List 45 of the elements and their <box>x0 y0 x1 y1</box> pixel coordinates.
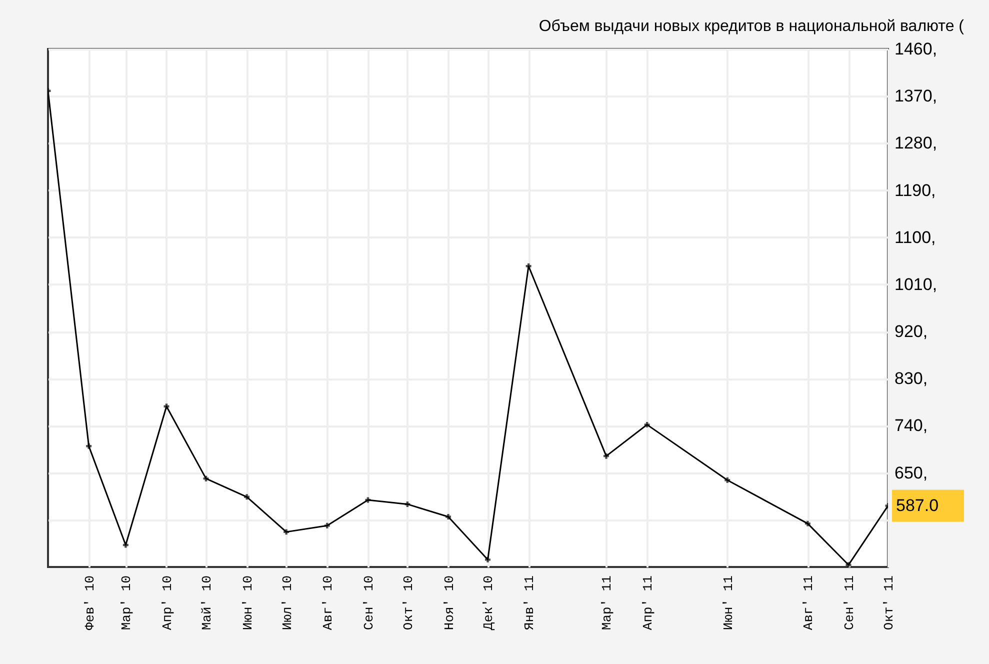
x-tick-label: Май' 10 <box>199 576 214 630</box>
y-tick-label: 1010, <box>894 274 938 294</box>
x-tick-label: Сен' 10 <box>361 576 376 630</box>
point <box>446 514 451 520</box>
point <box>284 529 290 535</box>
point <box>644 422 650 428</box>
y-tick-label: 650, <box>894 463 928 482</box>
y-tick-label: 830, <box>894 369 928 388</box>
x-tick-label: Дек' 10 <box>481 576 496 630</box>
x-tick-label: Авг' 11 <box>801 575 816 630</box>
x-tick-label: Сен' 11 <box>842 575 857 630</box>
point <box>324 522 330 528</box>
point <box>86 443 92 449</box>
y-tick-label: 1100, <box>894 228 936 247</box>
point <box>122 542 128 548</box>
x-tick-label: Авг' 10 <box>320 576 336 630</box>
x-tick-label: Мар' 10 <box>119 576 134 630</box>
point <box>485 556 490 562</box>
x-tick-label: Июл' 10 <box>280 576 295 630</box>
x-tick-label: Окт' 11 <box>882 575 896 630</box>
y-tick-label: 1190, <box>894 180 936 200</box>
chart-title: Объем выдачи новых кредитов в национальной валюте ( <box>538 18 965 35</box>
point <box>724 477 730 483</box>
y-tick-label: 1370, <box>894 86 938 106</box>
annotation: 587.0 <box>896 496 939 515</box>
point <box>244 494 250 500</box>
x-tick-label: Июн' 10 <box>240 576 256 630</box>
y-tick-label: 740, <box>894 416 928 436</box>
y-tick-label: 1280, <box>894 134 938 153</box>
x-tick-label: Мар' 11 <box>600 575 615 630</box>
x-tick-label: Янв' 11 <box>522 575 538 630</box>
y-tick-label: 1460, <box>894 40 938 58</box>
point <box>846 562 852 567</box>
point <box>404 501 410 507</box>
x-tick-label: Апр' 11 <box>640 575 656 630</box>
point <box>604 453 609 459</box>
x-tick-label: Июн' 11 <box>720 575 736 630</box>
point <box>804 520 810 526</box>
x-tick-label: Апр' 10 <box>160 576 175 630</box>
x-tick-label: Ноя' 10 <box>442 576 457 630</box>
x-tick-label: Окт' 10 <box>400 576 416 630</box>
y-tick-label: 920, <box>894 322 928 342</box>
x-tick-label: Фев' 10 <box>82 576 98 630</box>
point <box>365 497 371 503</box>
point <box>526 263 532 269</box>
